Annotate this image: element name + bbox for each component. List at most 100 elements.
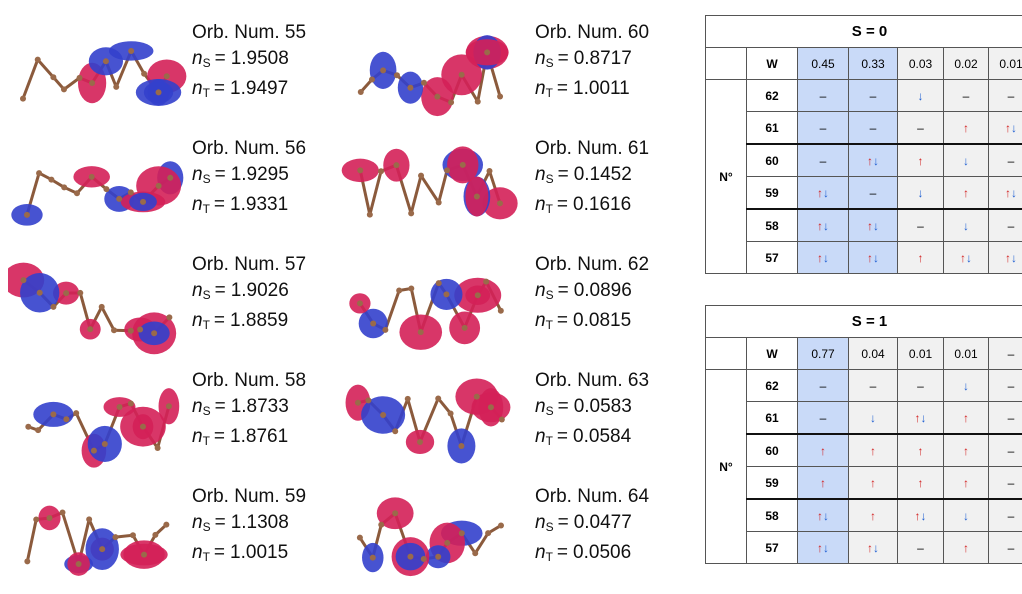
atom [103,186,109,192]
occupation-cell: ↑ [898,467,944,500]
occupation-cell: ↑↓ [989,177,1022,210]
corner [706,338,747,370]
atom [378,522,384,528]
equals: = [215,512,226,533]
atom [164,73,170,79]
occupation-value: 0.8717 [574,48,632,69]
orbital-number: 61 [747,402,798,435]
occupation-cell: ↑ [944,112,989,145]
occupation-line: nS=0.0583 [535,394,649,424]
atom [355,400,361,406]
atom [444,540,450,546]
orbital-number: 58 [747,499,798,532]
equals: = [557,426,568,447]
symbol-n: n [535,78,546,99]
occupation-line: nT=1.8761 [192,424,306,454]
atom [50,411,56,417]
orbital-row: 61–↓↑↓↑– [706,402,1022,435]
atom [141,71,147,77]
atom [408,286,414,292]
atom [448,411,454,417]
atom [435,395,441,401]
table-title: S = 0 [706,16,1022,48]
occupation-cell: ↑↓ [989,242,1022,274]
atom [73,410,79,416]
atom [378,168,384,174]
weight: 0.01 [898,338,944,370]
corner [706,48,747,80]
atom [436,280,442,286]
atom [128,48,134,54]
symbol-n: n [192,194,203,215]
atom [458,443,464,449]
occupation-line: nT=1.9331 [192,192,306,222]
atom [151,330,157,336]
orbital-number: 59 [747,177,798,210]
occupation-line: nS=1.9295 [192,162,306,192]
orbital-number: 57 [747,242,798,274]
orbital-title: Orb. Num. 57 [192,252,306,278]
occupation-cell: ↑ [849,467,898,500]
occupation-line: nT=0.0506 [535,540,649,570]
occupation-value: 1.9508 [231,48,289,69]
atom [33,516,39,522]
equals: = [558,512,569,533]
orbital-row: 60–↑↓↑↓– [706,144,1022,177]
atom [99,546,105,552]
symbol-n: n [535,280,546,301]
atom [497,94,503,100]
orbital-image [8,482,188,594]
atom [103,58,109,64]
occupation-value: 1.9295 [231,164,289,185]
occupation-cell: – [898,532,944,564]
symbol-sub: T [203,318,210,332]
bond [421,176,439,203]
occupation-cell: ↓ [849,402,898,435]
symbol-sub: S [546,520,554,534]
orbital-row: N°62–––↓– [706,370,1022,402]
atom [87,326,93,332]
atom [141,552,147,558]
occupation-cell: ↓ [944,370,989,402]
atom [418,173,424,179]
occupation-cell: – [798,370,849,402]
atom [392,428,398,434]
symbol-n: n [192,48,203,69]
atom [459,530,465,536]
occupation-value: 1.8733 [231,396,289,417]
atom [357,535,363,541]
symbol-sub: S [203,172,211,186]
atom [382,327,388,333]
atom [380,67,386,73]
orbital-number: 58 [747,209,798,242]
orbital-number: 60 [747,144,798,177]
occupation-cell: – [989,209,1022,242]
atom [472,550,478,556]
atom [394,72,400,78]
occupation-cell: ↑ [944,467,989,500]
equals: = [557,78,568,99]
orbital-image [8,366,188,478]
occupation-cell: ↑ [798,434,849,467]
atom [407,85,413,91]
orbital-image [340,250,520,362]
orbital-row: 60↑↑↑↑– [706,434,1022,467]
occupation-cell: ↑↓ [898,499,944,532]
atom [60,510,66,516]
symbol-n: n [535,542,546,563]
atom [116,196,122,202]
atom [48,177,54,183]
orbital-image [340,366,520,478]
orbital-title: Orb. Num. 58 [192,368,306,394]
occupation-cell: – [898,209,944,242]
equals: = [557,542,568,563]
occupation-cell: – [898,112,944,145]
atom [50,74,56,80]
equals: = [557,310,568,331]
atom [24,212,30,218]
occupation-cell: ↑↓ [798,499,849,532]
weight: 0.01 [944,338,989,370]
